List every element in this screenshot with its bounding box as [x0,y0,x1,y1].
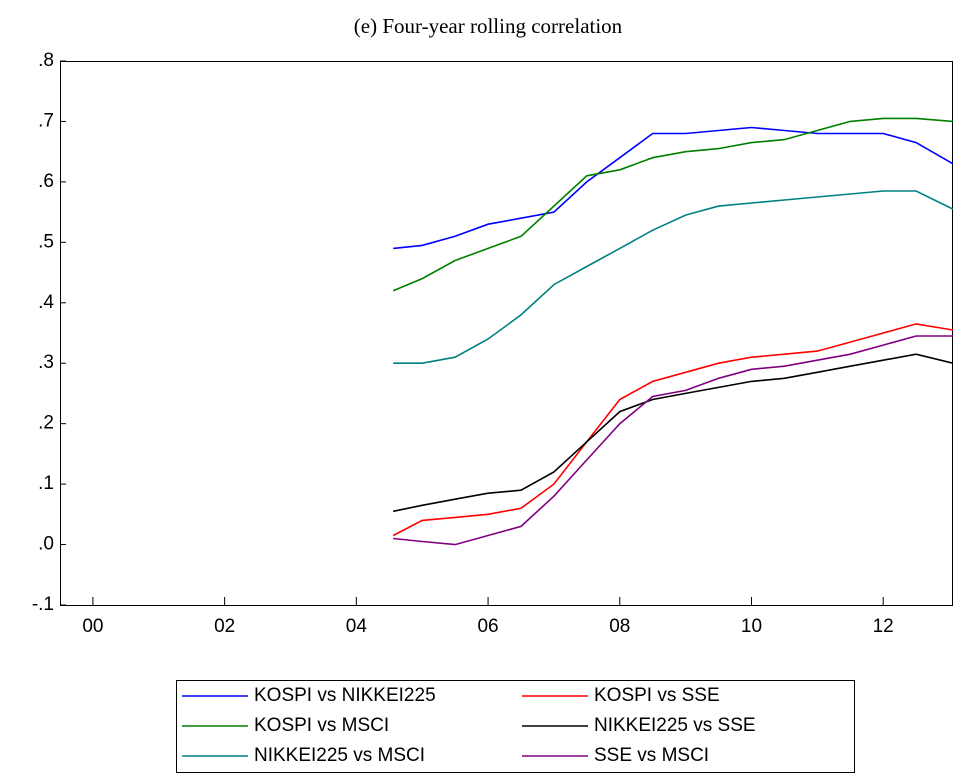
y-tick-label: .1 [38,473,54,494]
y-tick-label: .3 [38,352,54,373]
x-tick-label: 06 [477,616,498,637]
x-tick-label: 10 [741,616,762,637]
legend-label: SSE vs MSCI [594,745,709,766]
chart-title: (e) Four-year rolling correlation [354,14,623,38]
x-tick-label: 08 [609,616,630,637]
series-line [392,323,953,537]
x-tick-label: 00 [82,616,103,637]
legend-label: KOSPI vs MSCI [254,715,389,736]
y-tick-label: .7 [38,110,54,131]
x-tick-label: 04 [346,616,368,637]
series-line [393,353,953,513]
y-tick-label: .6 [38,171,54,192]
y-tick-label: .8 [38,50,54,71]
plot-frame [60,61,953,606]
series-line [393,335,953,546]
legend-label: KOSPI vs NIKKEI225 [254,685,436,706]
y-tick-label: .0 [38,534,54,555]
legend-label: KOSPI vs SSE [594,685,720,706]
x-tick-label: 12 [873,616,894,637]
x-tick-label: 02 [214,616,235,637]
legend-label: NIKKEI225 vs MSCI [254,745,425,766]
legend-box [176,680,855,773]
y-tick-label: .2 [38,413,54,434]
series-line [392,117,953,292]
y-tick-label: .4 [38,292,54,313]
series-line [393,126,953,250]
y-tick-label: .5 [38,231,54,252]
legend-label: NIKKEI225 vs SSE [594,715,756,736]
series-line [393,190,953,364]
y-tick-label: -.1 [32,594,54,615]
